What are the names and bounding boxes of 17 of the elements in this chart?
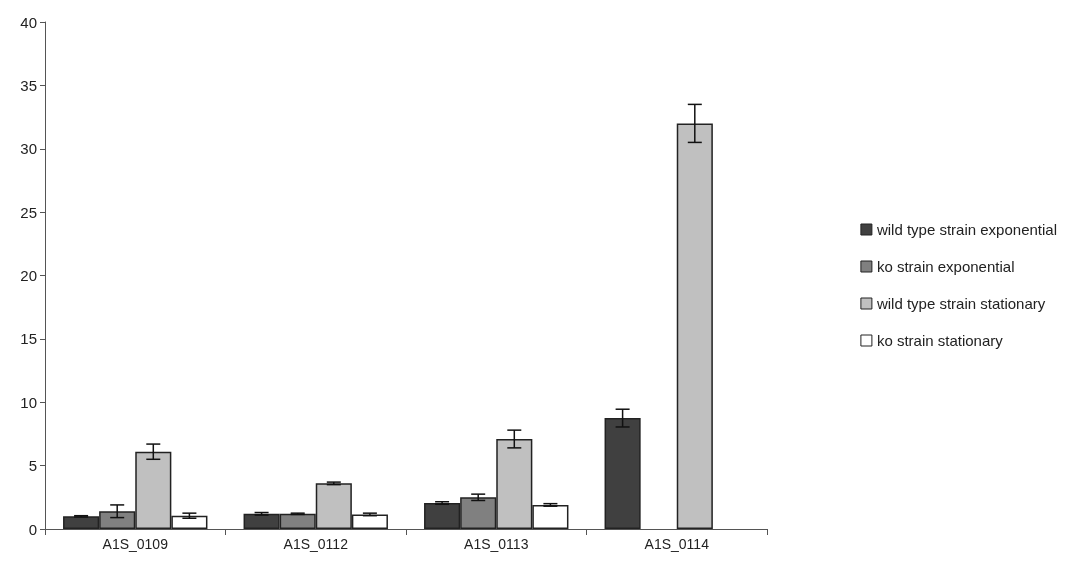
y-tick-label: 20 xyxy=(20,267,37,284)
x-tick-label: A1S_0112 xyxy=(283,536,349,552)
y-tick-label: 10 xyxy=(20,393,37,411)
y-tick-label: 5 xyxy=(28,457,37,475)
x-tick-label: A1S_0109 xyxy=(102,536,169,552)
y-tick-label: 15 xyxy=(20,330,37,348)
x-tick-label: A1S_0114 xyxy=(644,536,710,552)
y-tick-label: 30 xyxy=(20,140,37,158)
y-tick-label: 40 xyxy=(20,13,37,31)
legend-label: ko strain stationary xyxy=(876,332,1004,349)
y-tick-label: 0 xyxy=(28,520,37,538)
legend-label: ko strain exponential xyxy=(876,258,1015,275)
legend-label: wild type strain stationary xyxy=(875,295,1046,312)
x-tick-label: A1S_0113 xyxy=(464,536,529,552)
y-tick-label: 35 xyxy=(20,76,37,94)
legend-label: wild type strain exponential xyxy=(875,221,1058,238)
y-tick-label: 25 xyxy=(20,203,37,221)
